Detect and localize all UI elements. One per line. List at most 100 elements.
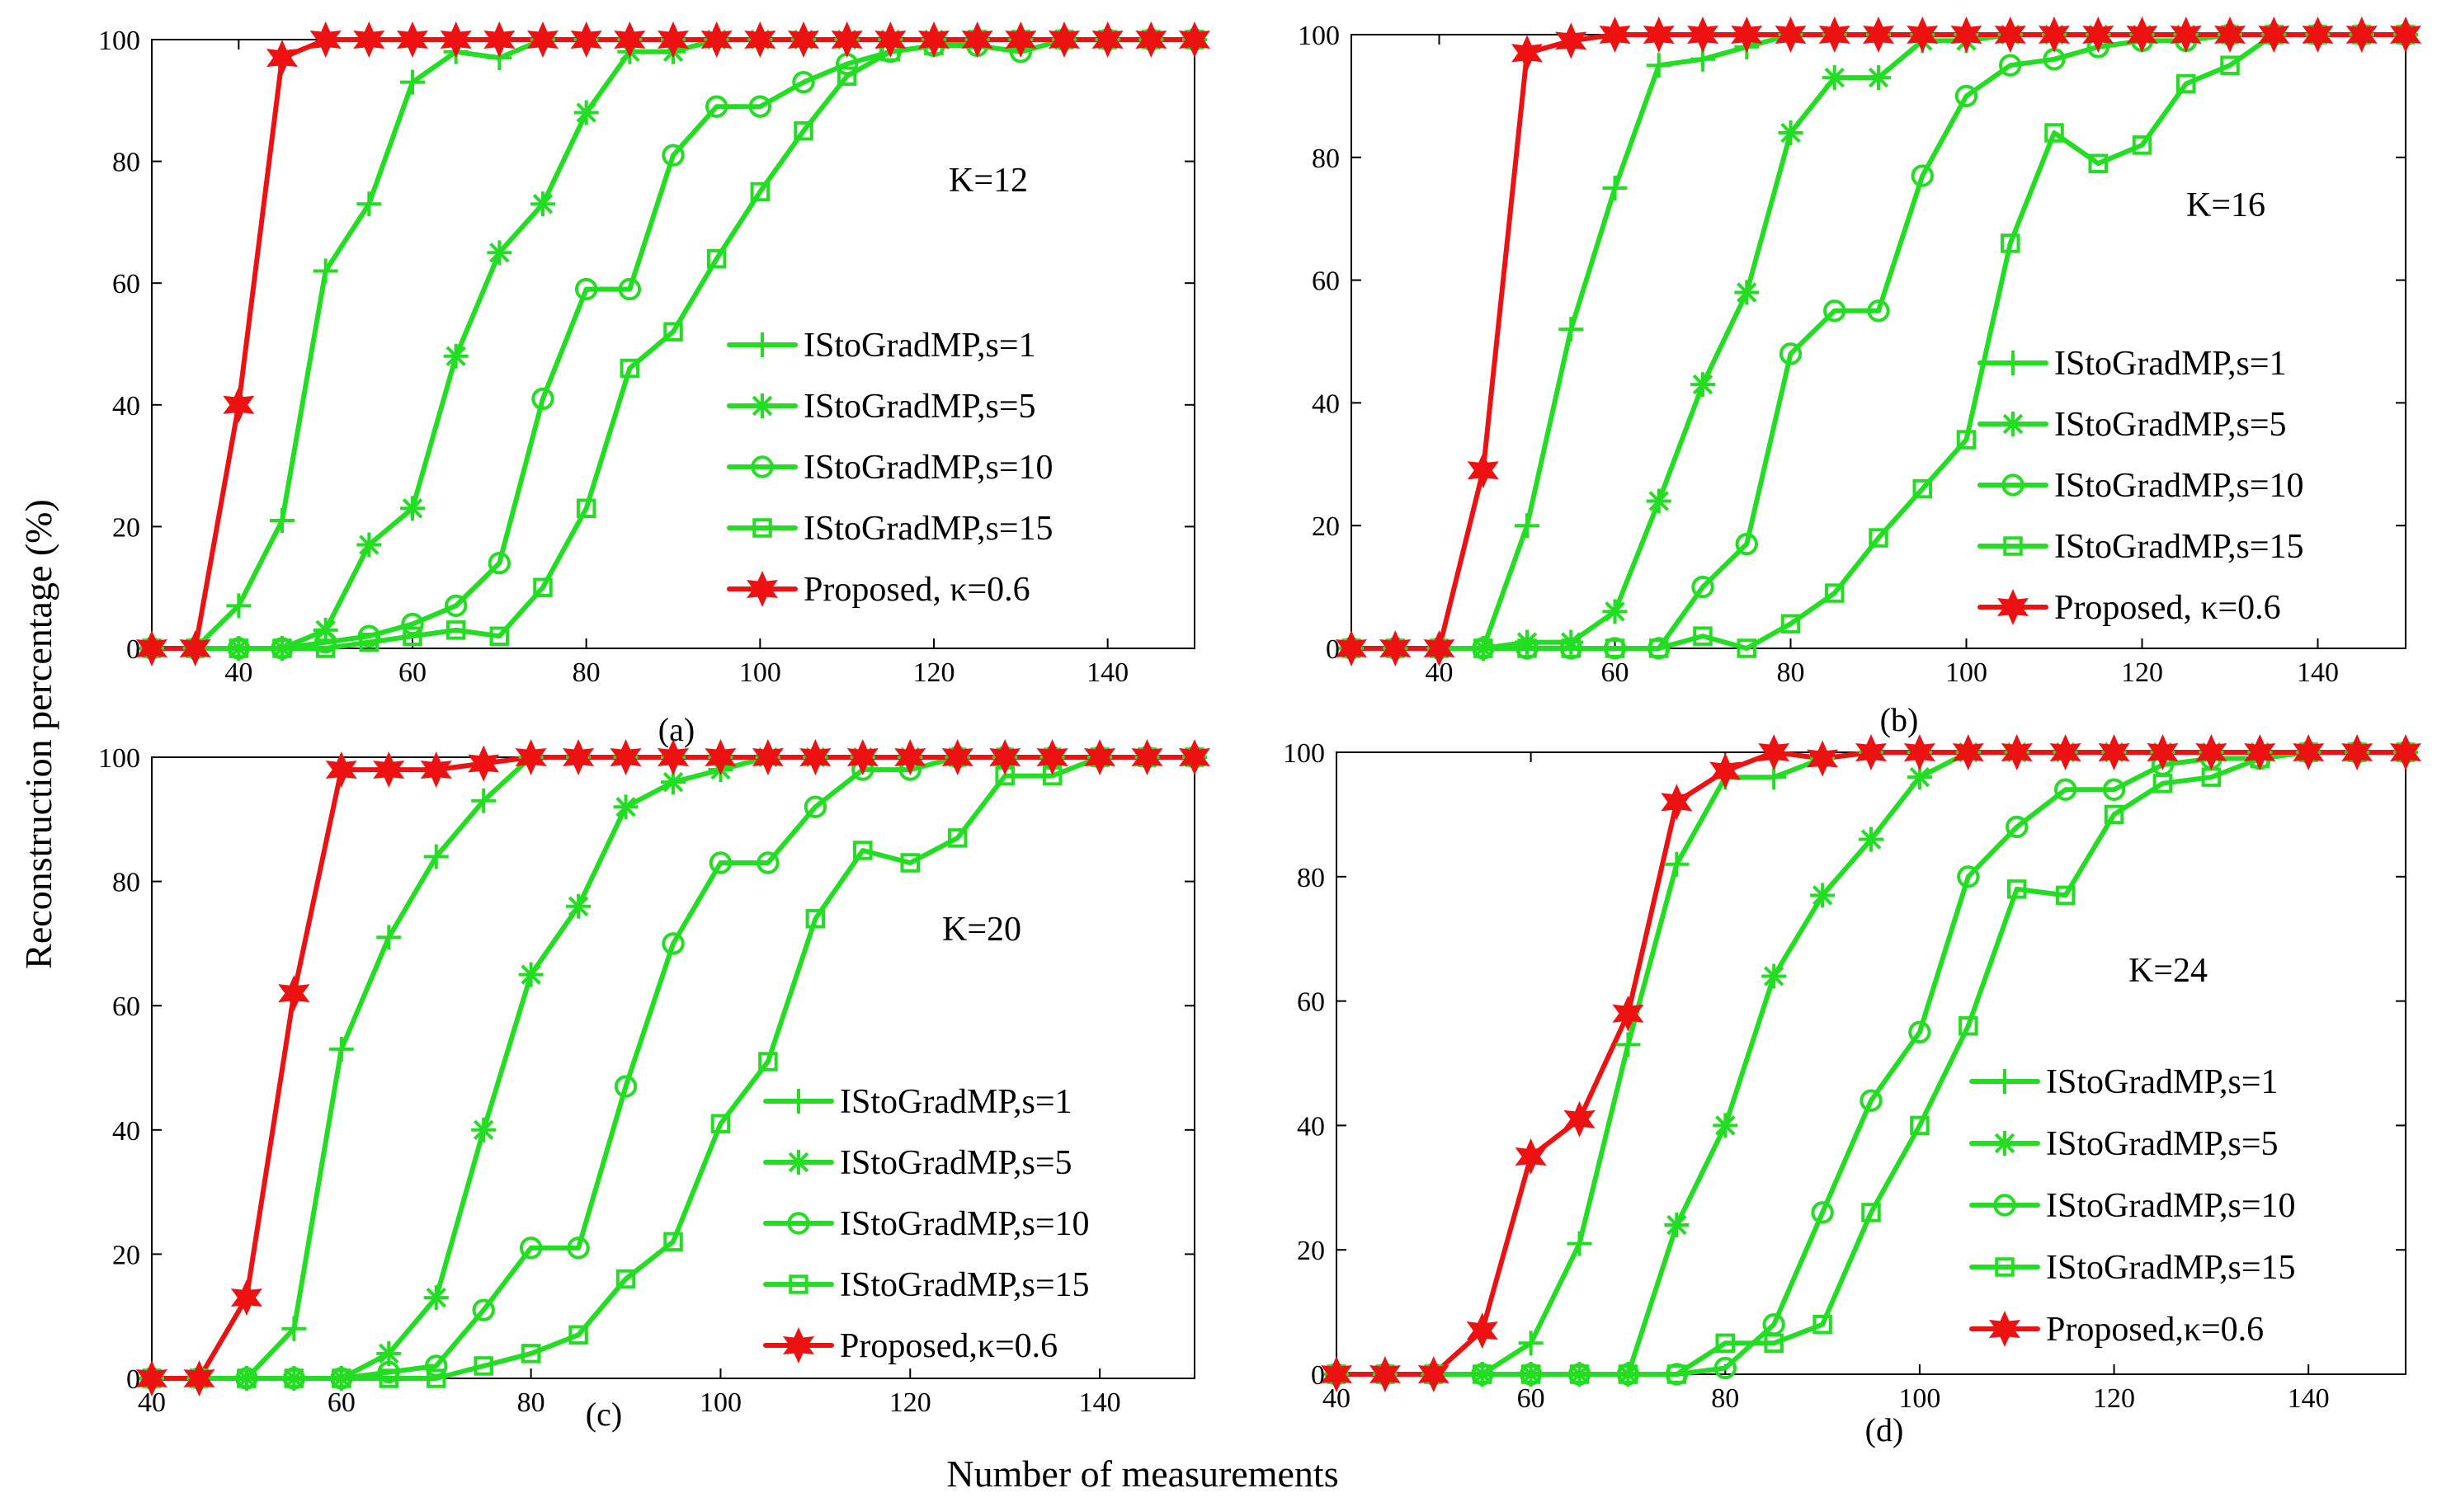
y-tick-label: 60	[112, 269, 140, 299]
star-marker	[894, 739, 926, 775]
star-marker	[183, 1360, 215, 1397]
star-marker	[1178, 739, 1211, 775]
square-marker	[1780, 614, 1801, 634]
marker-layer	[1320, 734, 2422, 1392]
asterisk-marker	[566, 893, 592, 919]
y-tick-label: 80	[112, 148, 140, 178]
circle-marker	[531, 387, 554, 411]
legend: IStoGradMP,s=1 IStoGradMP,s=5 IStoGradMP,s…	[1969, 1063, 2296, 1349]
star-marker	[917, 21, 950, 58]
series-line-square	[1334, 750, 2408, 1377]
x-tick-label: 40	[224, 657, 252, 688]
star-marker	[657, 739, 690, 775]
star-marker	[2293, 734, 2325, 770]
y-tick-label: 0	[126, 1364, 140, 1395]
circle-marker	[2102, 778, 2126, 801]
legend-label: IStoGradMP,s=1	[2054, 345, 2287, 383]
star-marker	[1661, 784, 1693, 821]
star-marker	[2195, 734, 2227, 770]
circle-marker	[709, 851, 733, 874]
square-marker	[1812, 1314, 1832, 1335]
legend-label: Proposed, κ=0.6	[2054, 589, 2281, 627]
plus-marker	[313, 258, 338, 284]
chart-panel-c: 40 60 80 100 120 140020406080100(c)K=20IStoGr…	[98, 739, 1211, 1433]
star-marker	[420, 751, 452, 789]
x-tick-label: 60	[328, 1387, 356, 1418]
star-marker	[989, 739, 1021, 775]
circle-marker	[751, 455, 774, 478]
square-marker	[379, 1368, 399, 1388]
star-marker	[1996, 589, 2029, 625]
square-marker	[1861, 1203, 1881, 1222]
legend-item: IStoGradMP,s=5	[763, 1144, 1072, 1182]
legend-item: IStoGradMP,s=10	[763, 1205, 1090, 1243]
y-tick-label: 0	[1326, 634, 1340, 665]
legend-item: IStoGradMP,s=15	[1977, 528, 2304, 566]
square-marker	[837, 66, 857, 87]
square-marker	[533, 577, 553, 597]
star-marker	[1320, 1356, 1353, 1392]
star-marker	[746, 571, 779, 607]
star-marker	[657, 21, 690, 58]
square-marker	[2104, 804, 2124, 825]
legend: IStoGradMP,s=1 IStoGradMP,s=5 IStoGradMP,s…	[1977, 345, 2304, 627]
plus-marker	[471, 788, 497, 813]
square-marker	[1666, 1364, 1687, 1384]
circle-marker	[787, 1212, 810, 1235]
y-tick-label: 60	[112, 992, 140, 1022]
asterisk-marker	[1646, 488, 1671, 514]
asterisk-marker	[1778, 120, 1803, 146]
star-marker	[1731, 16, 1763, 53]
star-marker	[2341, 734, 2373, 770]
star-marker	[1084, 739, 1116, 775]
square-marker	[237, 1368, 257, 1388]
star-marker	[1131, 739, 1163, 775]
star-marker	[874, 21, 907, 58]
circle-marker	[705, 95, 728, 118]
y-tick-label: 0	[126, 634, 140, 665]
k-annotation: K=16	[2186, 186, 2265, 224]
star-marker	[614, 21, 646, 58]
star-marker	[179, 630, 211, 667]
circle-marker	[1691, 575, 1714, 599]
asterisk-marker	[613, 794, 639, 820]
y-tick-label: 100	[1298, 21, 1340, 51]
plus-marker	[786, 1089, 811, 1114]
square-marker	[805, 909, 826, 929]
x-tick-label: 100	[1898, 1383, 1940, 1414]
y-tick-label: 20	[1297, 1236, 1325, 1266]
plus-marker	[750, 332, 775, 357]
star-marker	[278, 975, 310, 1012]
square-marker	[2001, 233, 2020, 253]
series-points-star	[1335, 16, 2422, 667]
star-marker	[1379, 630, 1412, 667]
k-annotation: K=20	[942, 911, 1021, 949]
plus-marker	[1518, 1331, 1544, 1356]
legend-item: IStoGradMP,s=1	[1969, 1063, 2279, 1101]
square-marker	[1910, 1115, 1930, 1136]
legend-item: IStoGradMP,s=5	[1969, 1125, 2279, 1163]
square-marker	[758, 1052, 778, 1072]
star-marker	[2244, 734, 2276, 770]
square-marker	[229, 638, 249, 658]
square-marker	[1869, 528, 1888, 548]
y-tick-label: 20	[112, 512, 140, 543]
k-annotation: K=24	[2128, 952, 2208, 990]
square-marker	[1737, 638, 1756, 658]
asterisk-marker	[1690, 372, 1715, 398]
square-marker	[947, 828, 968, 848]
asterisk-marker	[750, 393, 775, 418]
square-marker	[1605, 638, 1625, 658]
legend-label: IStoGradMP,s=10	[840, 1205, 1090, 1243]
k-annotation: K=12	[949, 162, 1028, 200]
x-tick-label: 60	[1517, 1383, 1545, 1414]
asterisk-marker	[1602, 599, 1628, 624]
star-marker	[570, 21, 602, 58]
plus-marker	[1664, 851, 1690, 877]
x-tick-label: 60	[398, 657, 427, 688]
series-points-star	[135, 739, 1211, 1397]
marker-layer	[1335, 16, 2422, 667]
square-marker	[359, 632, 379, 652]
x-tick-label: 120	[889, 1387, 931, 1418]
star-marker	[396, 21, 429, 58]
